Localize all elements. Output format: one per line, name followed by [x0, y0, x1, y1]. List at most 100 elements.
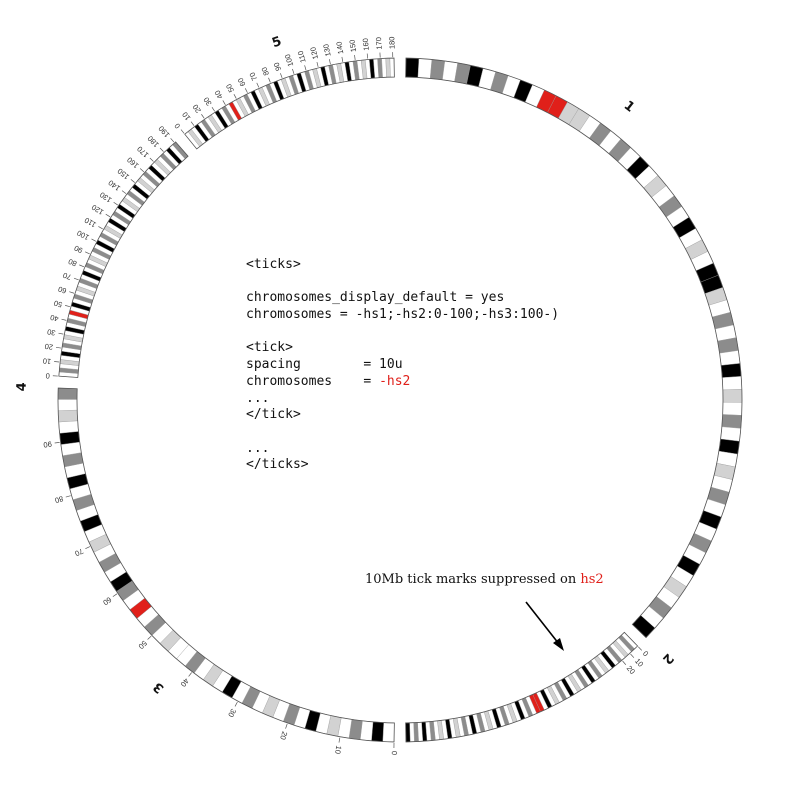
tick-label: 50: [137, 639, 149, 651]
tick-mark: [286, 724, 288, 729]
tick-label: 100: [75, 228, 90, 242]
code-text: ...: [246, 441, 269, 456]
tick-label: 90: [43, 439, 52, 449]
tick-mark: [212, 107, 215, 111]
annotation-label: 10Mb tick marks suppressed on hs2: [365, 572, 604, 587]
chromosome-hs4: 0102030405060708090100110120130140150160…: [15, 124, 189, 392]
tick-label: 150: [116, 166, 131, 181]
chromosome-label: 1: [621, 98, 637, 115]
tick-mark: [65, 305, 70, 306]
code-line: [246, 274, 559, 291]
tick-mark: [106, 214, 110, 217]
tick-label: 170: [374, 37, 384, 50]
tick-label: 60: [101, 595, 113, 607]
tick-mark: [280, 73, 282, 78]
tick-label: 40: [179, 676, 191, 688]
tick-mark: [201, 114, 204, 118]
code-line: chromosomes = -hs2: [246, 374, 559, 391]
tick-mark: [85, 252, 90, 254]
tick-label: 20: [278, 730, 289, 741]
tick-mark: [148, 636, 152, 639]
tick-label: 140: [334, 41, 345, 55]
cytoband: [723, 402, 742, 415]
tick-label: 80: [54, 494, 65, 505]
code-line: spacing = 10u: [246, 357, 559, 374]
code-text: </ticks>: [246, 457, 309, 472]
code-line: <tick>: [246, 340, 559, 357]
tick-mark: [342, 57, 343, 62]
code-text: chromosomes_display_default = yes: [246, 290, 504, 305]
tick-mark: [191, 122, 194, 126]
tick-label: 60: [57, 284, 68, 295]
tick-mark: [79, 265, 84, 267]
tick-label: 180: [387, 36, 396, 49]
tick-mark: [317, 62, 318, 67]
cytoband: [58, 399, 77, 410]
tick-mark: [150, 158, 154, 161]
tick-mark: [235, 702, 237, 706]
tick-label: 20: [44, 342, 54, 352]
tick-label: 100: [283, 53, 295, 68]
tick-mark: [638, 647, 641, 651]
code-line: </ticks>: [246, 457, 559, 474]
tick-label: 70: [62, 270, 73, 281]
code-text: chromosomes =: [246, 374, 379, 389]
tick-mark: [122, 191, 126, 194]
cytoband: [59, 421, 79, 434]
tick-label: 130: [98, 190, 113, 205]
tick-label: 130: [321, 43, 332, 57]
tick-mark: [181, 130, 184, 134]
cytoband: [723, 389, 742, 402]
tick-mark: [56, 347, 61, 348]
cytoband: [721, 427, 741, 442]
cytoband: [721, 363, 741, 377]
tick-label: 180: [146, 134, 161, 149]
tick-label: 0: [390, 751, 399, 755]
tick-mark: [113, 594, 117, 597]
tick-mark: [66, 496, 71, 497]
cytoband: [58, 388, 77, 399]
tick-label: 90: [272, 61, 283, 72]
cytoband: [418, 59, 432, 79]
tick-label: 0: [45, 371, 50, 380]
tick-mark: [245, 88, 247, 92]
tick-label: 30: [226, 707, 238, 719]
code-text: <tick>: [246, 340, 293, 355]
tick-label: 10: [333, 745, 343, 755]
code-text: </tick>: [246, 407, 301, 422]
tick-label: 70: [73, 546, 84, 558]
tick-label: 50: [53, 298, 63, 309]
cytoband: [720, 350, 740, 365]
tick-label: 190: [157, 124, 172, 139]
tick-mark: [234, 94, 236, 98]
tick-label: 30: [202, 95, 214, 107]
code-text: <ticks>: [246, 257, 301, 272]
tick-mark: [98, 226, 102, 228]
tick-label: 120: [308, 46, 320, 60]
tick-mark: [257, 83, 259, 88]
code-line: </tick>: [246, 407, 559, 424]
cytoband: [371, 722, 383, 742]
cytoband: [722, 376, 742, 390]
tick-label: 60: [236, 76, 248, 87]
tick-label: 110: [83, 216, 98, 230]
tick-mark: [292, 69, 294, 74]
tick-label: 10: [42, 356, 51, 366]
chromosome-label: 2: [659, 650, 676, 667]
code-text: spacing = 10u: [246, 357, 403, 372]
tick-mark: [69, 292, 74, 294]
code-line: [246, 324, 559, 341]
tick-label: 160: [361, 38, 371, 51]
code-line: chromosomes_display_default = yes: [246, 290, 559, 307]
tick-mark: [62, 319, 67, 320]
annotation-highlight: hs2: [580, 572, 603, 587]
tick-mark: [631, 654, 634, 658]
tick-mark: [355, 55, 356, 60]
tick-mark: [91, 239, 95, 241]
tick-label: 40: [49, 313, 59, 324]
tick-mark: [268, 78, 270, 83]
tick-mark: [623, 661, 626, 665]
